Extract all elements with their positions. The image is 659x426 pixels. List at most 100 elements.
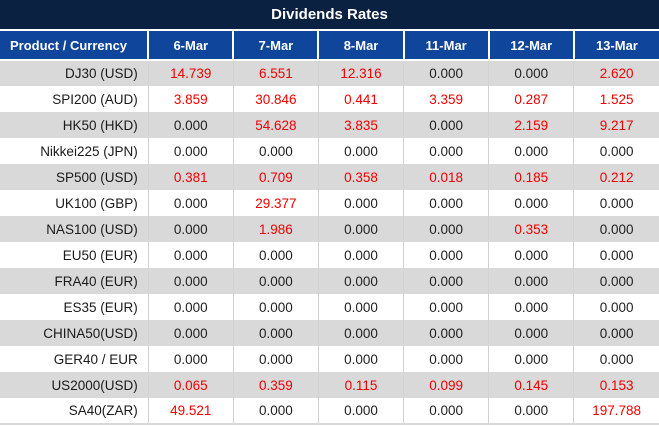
table-row: ES35 (EUR) 0.000 0.000 0.000 0.000 0.000 0.000	[0, 294, 659, 320]
value-cell: 0.000	[403, 268, 490, 294]
row-label: US2000(USD)	[0, 372, 149, 398]
table-row: SA40(ZAR) 49.521 0.000 0.000 0.000 0.000 197.7…	[0, 398, 659, 425]
value-cell: 0.353	[488, 216, 575, 242]
table-row: FRA40 (EUR) 0.000 0.000 0.000 0.000 0.000 0.00…	[0, 268, 659, 294]
value-cell: 0.000	[148, 294, 234, 320]
value-cell: 0.000	[488, 320, 575, 346]
row-label: UK100 (GBP)	[0, 190, 149, 216]
value-cell: 0.000	[403, 112, 490, 138]
value-cell: 0.000	[233, 346, 319, 372]
value-cell: 197.788	[573, 398, 659, 425]
value-cell: 0.000	[403, 294, 490, 320]
row-label: CHINA50(USD)	[0, 320, 149, 346]
value-cell: 0.000	[573, 216, 659, 242]
row-label: EU50 (EUR)	[0, 242, 149, 268]
value-cell: 0.000	[233, 242, 319, 268]
value-cell: 30.846	[233, 86, 319, 112]
value-cell: 9.217	[573, 112, 659, 138]
value-cell: 0.000	[573, 138, 659, 164]
value-cell: 0.287	[488, 86, 575, 112]
value-cell: 2.620	[573, 60, 659, 86]
value-cell: 0.000	[488, 268, 575, 294]
value-cell: 0.000	[148, 320, 234, 346]
value-cell: 14.739	[148, 60, 234, 86]
value-cell: 6.551	[233, 60, 319, 86]
row-label: FRA40 (EUR)	[0, 268, 149, 294]
value-cell: 0.000	[488, 398, 575, 425]
value-cell: 0.000	[403, 398, 490, 425]
row-label: HK50 (HKD)	[0, 112, 149, 138]
value-cell: 0.000	[148, 268, 234, 294]
value-cell: 0.000	[403, 190, 490, 216]
value-cell: 0.000	[403, 346, 490, 372]
value-cell: 0.359	[233, 372, 319, 398]
value-cell: 0.000	[148, 112, 234, 138]
value-cell: 0.000	[403, 216, 490, 242]
value-cell: 0.000	[573, 294, 659, 320]
value-cell: 0.000	[148, 346, 234, 372]
value-cell: 12.316	[318, 60, 405, 86]
table-row: UK100 (GBP) 0.000 29.377 0.000 0.000 0.000 0.0…	[0, 190, 659, 216]
value-cell: 0.000	[488, 346, 575, 372]
value-cell: 29.377	[233, 190, 319, 216]
table-row: SP500 (USD) 0.381 0.709 0.358 0.018 0.185 0.21…	[0, 164, 659, 190]
column-header-date-3: 8-Mar	[317, 31, 404, 61]
value-cell: 0.000	[148, 216, 234, 242]
table-row: SPI200 (AUD) 3.859 30.846 0.441 3.359 0.287 1.…	[0, 86, 659, 112]
value-cell: 0.018	[403, 164, 490, 190]
value-cell: 0.153	[573, 372, 659, 398]
table-header: Product / Currency 6-Mar 7-Mar 8-Mar 11-…	[0, 31, 659, 61]
value-cell: 3.835	[318, 112, 405, 138]
value-cell: 3.359	[403, 86, 490, 112]
value-cell: 0.000	[233, 294, 319, 320]
value-cell: 0.000	[488, 190, 575, 216]
value-cell: 3.859	[148, 86, 234, 112]
page-title: Dividends Rates	[271, 6, 388, 23]
value-cell: 0.000	[318, 398, 405, 425]
value-cell: 0.000	[488, 138, 575, 164]
table-row: Nikkei225 (JPN) 0.000 0.000 0.000 0.000 0.000…	[0, 138, 659, 164]
row-label: SPI200 (AUD)	[0, 86, 149, 112]
value-cell: 0.000	[148, 190, 234, 216]
dividends-rates-table: Product / Currency 6-Mar 7-Mar 8-Mar 11-…	[0, 31, 659, 425]
value-cell: 0.000	[233, 268, 319, 294]
value-cell: 0.212	[573, 164, 659, 190]
row-label: Nikkei225 (JPN)	[0, 138, 149, 164]
row-label: DJ30 (USD)	[0, 60, 149, 86]
value-cell: 0.000	[318, 216, 405, 242]
value-cell: 0.000	[318, 346, 405, 372]
value-cell: 0.000	[318, 294, 405, 320]
table-body: DJ30 (USD) 14.739 6.551 12.316 0.000 0.000 2.6…	[0, 60, 659, 425]
table-row: CHINA50(USD) 0.000 0.000 0.000 0.000 0.000 0.0…	[0, 320, 659, 346]
value-cell: 0.000	[403, 60, 490, 86]
column-header-product: Product / Currency	[0, 31, 149, 61]
column-header-date-5: 12-Mar	[487, 31, 574, 61]
value-cell: 0.000	[488, 294, 575, 320]
row-label: ES35 (EUR)	[0, 294, 149, 320]
table-row: GER40 / EUR 0.000 0.000 0.000 0.000 0.000 0.00…	[0, 346, 659, 372]
value-cell: 0.145	[488, 372, 575, 398]
table-row: NAS100 (USD) 0.000 1.986 0.000 0.000 0.353 0.0…	[0, 216, 659, 242]
value-cell: 0.115	[318, 372, 405, 398]
header-row: Product / Currency 6-Mar 7-Mar 8-Mar 11-…	[0, 31, 659, 61]
value-cell: 0.441	[318, 86, 405, 112]
value-cell: 0.000	[488, 60, 575, 86]
value-cell: 0.000	[318, 268, 405, 294]
value-cell: 0.000	[403, 138, 490, 164]
value-cell: 0.381	[148, 164, 234, 190]
table-row: DJ30 (USD) 14.739 6.551 12.316 0.000 0.000 2.6…	[0, 60, 659, 86]
value-cell: 2.159	[488, 112, 575, 138]
value-cell: 0.000	[233, 398, 319, 425]
value-cell: 0.000	[148, 242, 234, 268]
value-cell: 0.185	[488, 164, 575, 190]
value-cell: 0.065	[148, 372, 234, 398]
table-row: US2000(USD) 0.065 0.359 0.115 0.099 0.145 0.15…	[0, 372, 659, 398]
value-cell: 0.358	[318, 164, 405, 190]
table-row: EU50 (EUR) 0.000 0.000 0.000 0.000 0.000 0.000	[0, 242, 659, 268]
value-cell: 49.521	[148, 398, 234, 425]
table-row: HK50 (HKD) 0.000 54.628 3.835 0.000 2.159 9.21…	[0, 112, 659, 138]
value-cell: 0.000	[488, 242, 575, 268]
column-header-date-4: 11-Mar	[402, 31, 489, 61]
row-label: SP500 (USD)	[0, 164, 149, 190]
